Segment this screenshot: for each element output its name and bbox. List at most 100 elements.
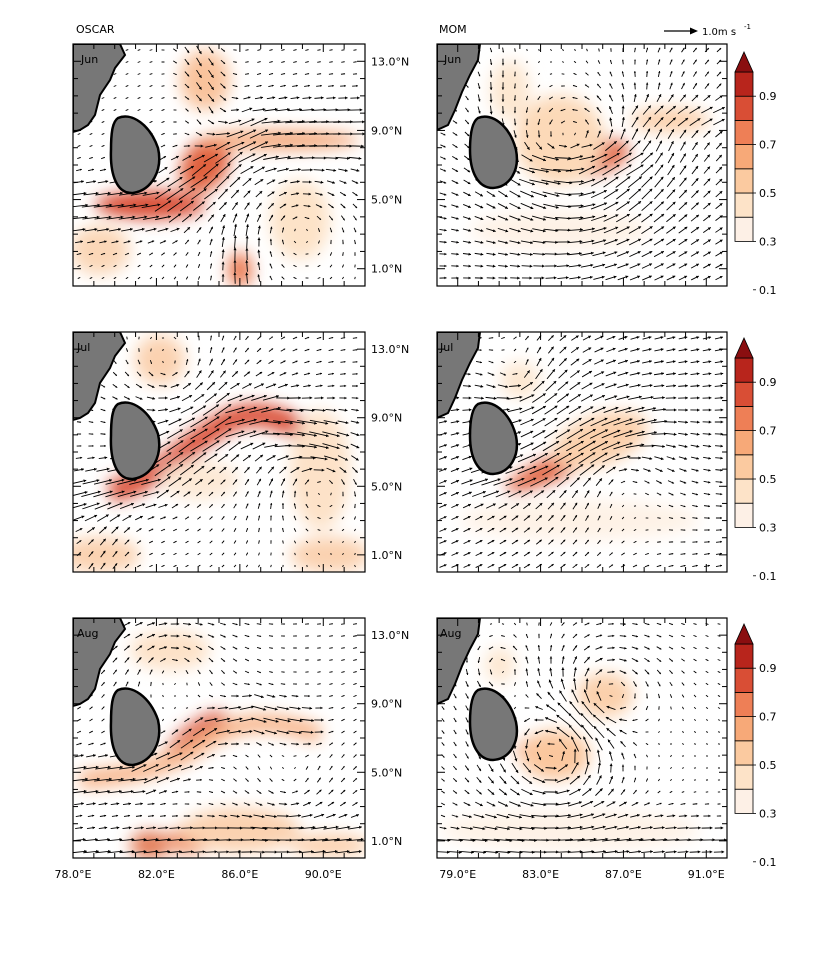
- current-vector: [244, 347, 250, 353]
- current-vector: [353, 683, 357, 685]
- current-vector: [441, 766, 445, 770]
- current-vector: [579, 239, 595, 244]
- current-vector: [558, 738, 568, 750]
- current-vector: [75, 456, 83, 459]
- current-vector: [221, 261, 225, 271]
- current-vector: [313, 468, 325, 472]
- current-vector: [656, 657, 662, 663]
- current-vector: [137, 108, 141, 112]
- current-vector: [293, 240, 297, 244]
- current-vector: [352, 384, 358, 388]
- current-vector: [340, 203, 346, 209]
- current-vector: [351, 180, 359, 184]
- current-vector: [475, 372, 483, 376]
- current-vector: [439, 504, 447, 508]
- current-vector: [521, 788, 533, 796]
- current-vector: [693, 623, 697, 625]
- current-vector: [451, 167, 459, 173]
- current-vector: [322, 431, 340, 438]
- current-vector: [281, 276, 285, 280]
- current-vector: [621, 492, 625, 496]
- current-vector: [499, 551, 507, 557]
- current-vector: [522, 762, 532, 774]
- current-vector: [690, 814, 700, 818]
- current-vector: [629, 275, 641, 281]
- current-vector: [100, 421, 106, 424]
- current-vector: [290, 802, 300, 806]
- current-vector: [573, 748, 577, 764]
- current-vector: [185, 264, 189, 268]
- current-vector: [570, 143, 580, 149]
- current-vector: [185, 108, 189, 112]
- current-vector: [278, 191, 288, 197]
- current-vector: [501, 670, 505, 674]
- current-vector: [541, 179, 561, 185]
- current-vector: [590, 189, 608, 199]
- current-vector: [254, 96, 264, 100]
- current-vector: [209, 238, 213, 246]
- current-vector: [293, 671, 297, 673]
- speed-shading: [73, 50, 360, 286]
- current-vector: [300, 730, 314, 734]
- current-vector: [124, 563, 130, 569]
- current-vector: [680, 141, 686, 151]
- current-vector: [653, 213, 665, 223]
- current-vector: [702, 420, 712, 424]
- current-vector: [703, 178, 711, 186]
- current-vector: [680, 517, 686, 520]
- y-tick-label: 9.0°N: [371, 698, 402, 711]
- current-vector: [595, 646, 603, 650]
- current-vector: [677, 850, 689, 854]
- current-vector: [633, 528, 637, 532]
- current-vector: [161, 349, 165, 351]
- current-vector: [197, 264, 201, 268]
- current-vector: [305, 241, 309, 243]
- current-vector: [608, 479, 614, 485]
- current-vector: [595, 478, 603, 486]
- current-vector: [597, 71, 601, 77]
- current-vector: [583, 689, 591, 703]
- current-vector: [558, 369, 568, 379]
- current-vector: [538, 48, 540, 52]
- current-vector: [690, 202, 700, 210]
- current-vector: [440, 814, 446, 818]
- current-vector: [341, 635, 345, 637]
- current-vector: [548, 335, 554, 341]
- current-vector: [537, 96, 541, 100]
- current-vector: [194, 144, 204, 148]
- current-vector: [619, 634, 627, 638]
- current-vector: [73, 789, 87, 794]
- current-vector: [173, 48, 177, 52]
- current-vector: [155, 764, 171, 772]
- current-vector: [704, 71, 710, 77]
- current-vector: [475, 527, 483, 533]
- current-vector: [595, 669, 603, 675]
- current-vector: [261, 131, 281, 136]
- current-vector: [497, 240, 509, 245]
- current-vector: [257, 237, 261, 247]
- current-vector: [240, 165, 254, 175]
- current-vector: [323, 420, 339, 425]
- current-vector: [451, 264, 459, 268]
- current-vector: [184, 132, 190, 136]
- current-vector: [88, 252, 94, 256]
- india-landmass: [73, 332, 127, 422]
- current-vector: [465, 705, 469, 711]
- current-vector: [190, 440, 208, 452]
- current-vector: [317, 553, 321, 555]
- current-vector: [244, 790, 250, 794]
- current-vector: [122, 514, 132, 522]
- current-vector: [570, 346, 580, 354]
- current-vector: [249, 430, 269, 438]
- current-vector: [342, 491, 344, 497]
- current-vector: [633, 82, 637, 90]
- current-vector: [628, 200, 642, 212]
- current-vector: [548, 96, 554, 100]
- current-vector: [590, 153, 608, 163]
- current-vector: [317, 529, 321, 531]
- current-vector: [489, 70, 493, 78]
- current-vector: [73, 515, 85, 521]
- current-vector: [450, 432, 460, 436]
- current-vector: [255, 802, 263, 806]
- current-vector: [578, 440, 596, 452]
